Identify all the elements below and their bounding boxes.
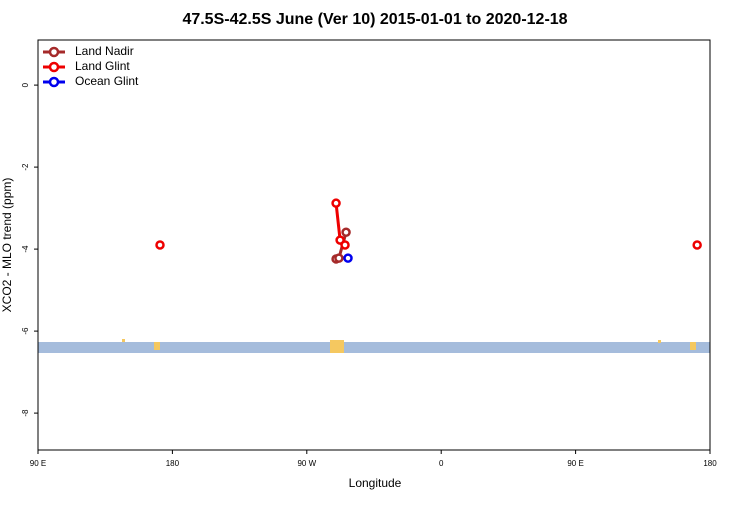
x-tick-label: 90 E xyxy=(30,459,46,468)
y-tick-label: -6 xyxy=(21,327,30,335)
legend-marker xyxy=(48,61,60,73)
data-point xyxy=(331,198,341,208)
data-point xyxy=(155,240,165,250)
y-tick-label: -8 xyxy=(21,409,30,417)
map-band xyxy=(38,342,710,353)
chart-title: 47.5S-42.5S June (Ver 10) 2015-01-01 to … xyxy=(182,11,567,28)
x-tick-label: 90 W xyxy=(297,459,316,468)
x-axis-label: Longitude xyxy=(349,476,402,490)
y-axis-label: XCO2 - MLO trend (ppm) xyxy=(0,178,14,313)
data-point xyxy=(692,240,702,250)
legend-label: Land Glint xyxy=(75,59,130,73)
x-tick-label: 180 xyxy=(703,459,717,468)
x-tick-label: 180 xyxy=(166,459,180,468)
x-tick-label: 0 xyxy=(439,459,444,468)
legend-label: Land Nadir xyxy=(75,44,134,58)
x-tick-label: 90 E xyxy=(567,459,583,468)
legend-marker xyxy=(48,76,60,88)
plot-frame xyxy=(37,39,711,451)
data-point xyxy=(343,253,353,263)
y-tick-label: 0 xyxy=(21,82,30,87)
data-point xyxy=(341,227,351,238)
data-point xyxy=(340,240,350,250)
y-tick-label: -4 xyxy=(21,245,30,253)
legend-label: Ocean Glint xyxy=(75,74,139,88)
legend-marker xyxy=(48,46,60,58)
land-specks xyxy=(122,339,696,353)
data-point xyxy=(334,253,344,263)
y-tick-label: -2 xyxy=(21,163,30,171)
